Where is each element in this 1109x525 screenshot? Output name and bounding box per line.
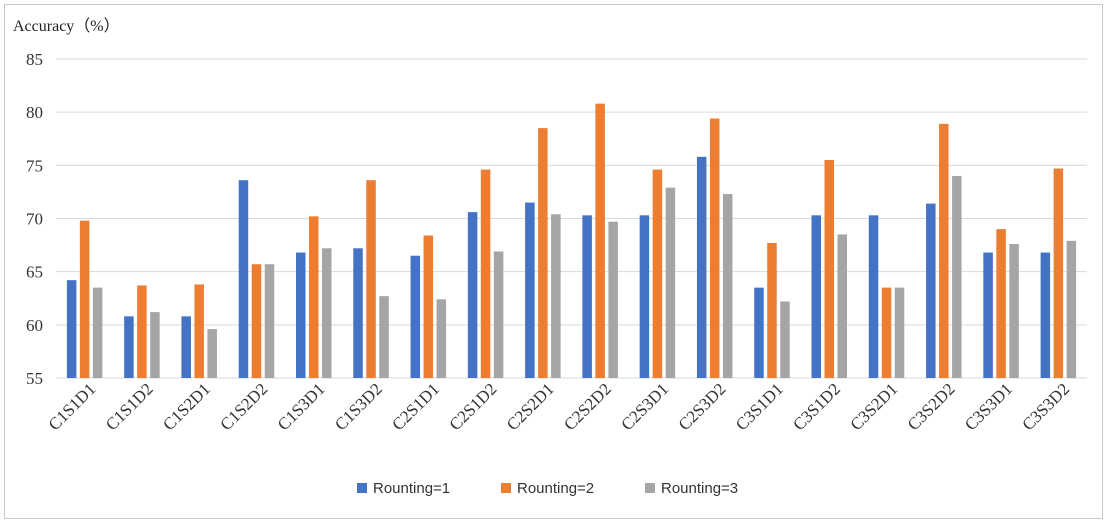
x-tick-C1S1D1: C1S1D1 (45, 379, 100, 434)
bar-C3S3D2-Rounting=1 (1040, 252, 1051, 378)
bar-C3S3D2-Rounting=2 (1053, 168, 1064, 378)
x-tick-C1S2D2: C1S2D2 (216, 379, 271, 434)
legend: Rounting=1 Rounting=2 Rounting=3 (357, 480, 738, 497)
bar-C3S2D2-Rounting=1 (926, 203, 936, 378)
bar-C3S3D1-Rounting=1 (983, 252, 993, 378)
x-tick-C2S3D2: C2S3D2 (675, 379, 730, 434)
gridlines (56, 58, 1087, 379)
x-tick-C2S2D1: C2S2D1 (503, 379, 558, 434)
bar-C2S3D1-Rounting=3 (665, 187, 676, 378)
y-tick-80: 80 (26, 103, 43, 122)
bar-C1S1D1-Rounting=1 (66, 280, 77, 378)
x-tick-C2S1D2: C2S1D2 (446, 379, 501, 434)
x-tick-C2S1D1: C2S1D1 (388, 379, 443, 434)
bar-C3S1D1-Rounting=2 (767, 242, 777, 378)
bar-C2S1D1-Rounting=3 (436, 299, 447, 378)
bar-C3S1D1-Rounting=1 (754, 287, 764, 378)
bar-C2S1D1-Rounting=1 (410, 255, 421, 378)
legend-label-3: Rounting=3 (661, 480, 738, 497)
bar-C2S2D1-Rounting=3 (551, 214, 561, 378)
x-tick-C3S2D1: C3S2D1 (847, 379, 902, 434)
bar-C2S3D1-Rounting=1 (639, 215, 650, 378)
bar-C1S2D2-Rounting=3 (264, 264, 275, 378)
y-tick-55: 55 (26, 369, 43, 388)
x-tick-C3S3D2: C3S3D2 (1018, 379, 1073, 434)
bar-C3S2D2-Rounting=2 (939, 123, 949, 378)
bar-C3S1D2-Rounting=3 (837, 234, 847, 378)
x-tick-C3S3D1: C3S3D1 (961, 379, 1016, 434)
legend-label-1: Rounting=1 (373, 480, 450, 497)
x-tick-C3S1D1: C3S1D1 (732, 379, 787, 434)
bar-C2S2D1-Rounting=2 (538, 128, 548, 378)
y-axis-label: Accuracy（%） (13, 17, 120, 35)
bar-C2S2D2-Rounting=2 (595, 103, 605, 378)
bar-C2S2D2-Rounting=3 (608, 221, 618, 378)
bar-C1S3D1-Rounting=3 (322, 248, 332, 378)
bar-C1S2D1-Rounting=2 (194, 284, 204, 378)
bar-C1S3D2-Rounting=2 (366, 180, 376, 378)
bar-C2S3D2-Rounting=2 (709, 118, 720, 379)
x-tick-C3S2D2: C3S2D2 (904, 379, 959, 434)
y-tick-70: 70 (26, 210, 43, 229)
bar-C2S2D2-Rounting=1 (582, 215, 592, 378)
y-tick-labels: 55 60 65 70 75 80 85 (26, 50, 43, 388)
bar-C3S2D2-Rounting=3 (952, 175, 962, 378)
bar-C3S2D1-Rounting=1 (868, 215, 879, 378)
chart-frame: Accuracy（%） 55 60 65 70 75 80 85 C1S1D1 C1S1D2 C… (4, 4, 1103, 519)
x-tick-C3S1D2: C3S1D2 (789, 379, 844, 434)
bar-C2S1D2-Rounting=3 (493, 251, 504, 378)
bars (66, 103, 1077, 379)
bar-C1S1D1-Rounting=3 (92, 287, 103, 378)
bar-C3S1D2-Rounting=2 (824, 160, 834, 378)
y-tick-65: 65 (26, 263, 43, 282)
bar-C3S3D1-Rounting=3 (1009, 244, 1019, 378)
x-tick-labels: C1S1D1 C1S1D2 C1S2D1 C1S2D2 C1S3D1 C1S3D2 C2S1… (45, 379, 1074, 434)
x-tick-C1S1D2: C1S1D2 (102, 379, 157, 434)
bar-C1S1D1-Rounting=2 (79, 220, 90, 378)
bar-C3S1D2-Rounting=1 (811, 215, 821, 378)
bar-C3S2D1-Rounting=2 (881, 287, 892, 378)
bar-C1S2D2-Rounting=1 (238, 180, 249, 378)
bar-C3S2D1-Rounting=3 (894, 287, 905, 378)
legend-swatch-3 (645, 483, 655, 493)
bar-C2S1D2-Rounting=1 (467, 212, 478, 378)
y-tick-85: 85 (26, 50, 43, 69)
x-tick-C2S3D1: C2S3D1 (617, 379, 672, 434)
bar-C1S3D2-Rounting=3 (379, 296, 389, 378)
bar-C3S3D2-Rounting=3 (1066, 240, 1077, 378)
bar-C1S2D1-Rounting=1 (181, 316, 191, 378)
bar-C1S1D2-Rounting=2 (137, 285, 147, 378)
bar-C2S3D2-Rounting=3 (722, 194, 733, 378)
bar-C1S3D1-Rounting=2 (309, 216, 319, 378)
legend-swatch-1 (357, 483, 367, 493)
x-tick-C2S2D2: C2S2D2 (560, 379, 615, 434)
bar-C2S3D1-Rounting=2 (652, 169, 663, 378)
bar-C1S2D1-Rounting=3 (207, 329, 217, 378)
bar-C3S3D1-Rounting=2 (996, 229, 1006, 378)
bar-C1S1D2-Rounting=1 (124, 316, 134, 378)
x-tick-C1S3D1: C1S3D1 (274, 379, 329, 434)
x-tick-C1S2D1: C1S2D1 (159, 379, 214, 434)
legend-swatch-2 (501, 483, 511, 493)
x-tick-C1S3D2: C1S3D2 (331, 379, 386, 434)
legend-label-2: Rounting=2 (517, 480, 594, 497)
bar-C1S1D2-Rounting=3 (150, 312, 160, 378)
y-tick-75: 75 (26, 156, 43, 175)
bar-C1S3D1-Rounting=1 (296, 252, 306, 378)
bar-C2S2D1-Rounting=1 (525, 202, 535, 378)
bar-C3S1D1-Rounting=3 (780, 301, 790, 378)
bar-C1S2D2-Rounting=2 (251, 264, 262, 378)
bar-C2S1D1-Rounting=2 (423, 235, 434, 378)
bar-C1S3D2-Rounting=1 (353, 248, 363, 378)
y-tick-60: 60 (26, 316, 43, 335)
bar-C2S3D2-Rounting=1 (696, 156, 707, 378)
bar-C2S1D2-Rounting=2 (480, 169, 491, 378)
